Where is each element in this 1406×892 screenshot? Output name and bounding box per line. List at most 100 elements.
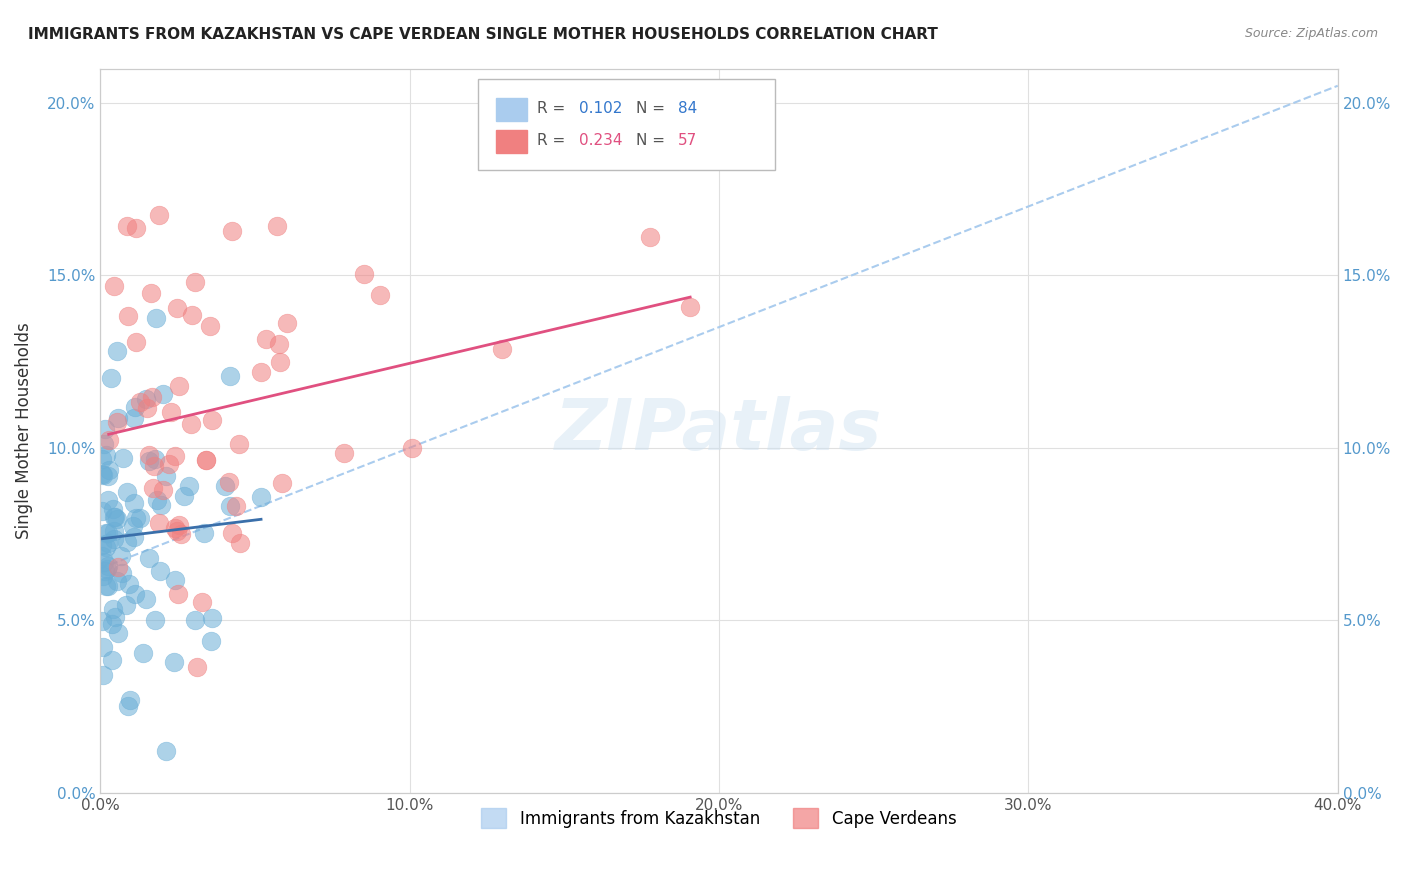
Text: 0.102: 0.102 — [579, 101, 623, 116]
Point — [143, 452, 166, 467]
Point — [107, 410, 129, 425]
Point — [94, 579, 117, 593]
Point — [194, 452, 217, 467]
Point — [129, 395, 152, 409]
Point — [155, 744, 177, 758]
Point — [97, 526, 120, 541]
Point — [122, 519, 145, 533]
Point — [97, 579, 120, 593]
Text: 84: 84 — [678, 101, 697, 116]
Point — [250, 365, 273, 379]
Point — [333, 446, 356, 460]
Text: 0.234: 0.234 — [579, 133, 623, 148]
Point — [101, 653, 124, 667]
Point — [159, 405, 181, 419]
Point — [90, 538, 112, 552]
Point — [91, 640, 114, 655]
Point — [276, 317, 298, 331]
Point — [152, 483, 174, 497]
Point — [105, 512, 128, 526]
Point — [200, 634, 222, 648]
Point — [368, 287, 391, 301]
Point — [254, 332, 277, 346]
Point — [90, 614, 112, 628]
Point — [107, 626, 129, 640]
Point — [138, 551, 160, 566]
Point — [104, 509, 127, 524]
Point — [679, 301, 702, 315]
Point — [93, 436, 115, 450]
Point — [115, 219, 138, 234]
Point — [225, 499, 247, 513]
Point — [125, 511, 148, 525]
Point — [638, 229, 661, 244]
Text: N =: N = — [636, 133, 669, 148]
Point — [114, 598, 136, 612]
Point — [90, 452, 112, 467]
Point — [267, 336, 290, 351]
Point — [90, 549, 112, 563]
Point — [139, 286, 162, 301]
FancyBboxPatch shape — [496, 130, 527, 153]
Point — [173, 489, 195, 503]
Point — [104, 610, 127, 624]
Point — [218, 499, 240, 513]
Point — [184, 276, 207, 290]
Point — [132, 647, 155, 661]
Point — [266, 219, 288, 233]
Point — [105, 574, 128, 589]
Point — [155, 469, 177, 483]
Point — [159, 457, 181, 471]
Point — [163, 573, 186, 587]
Point — [191, 595, 214, 609]
Point — [271, 475, 294, 490]
Point — [117, 309, 139, 323]
Point — [218, 475, 240, 489]
Point — [184, 613, 207, 627]
Point — [148, 208, 170, 222]
Point — [166, 301, 188, 316]
Point — [163, 655, 186, 669]
Point — [166, 587, 188, 601]
Point — [143, 458, 166, 473]
Point — [97, 433, 120, 447]
Point — [169, 518, 191, 533]
Point — [125, 334, 148, 349]
Point — [91, 568, 114, 582]
Point — [201, 412, 224, 426]
Point — [250, 490, 273, 504]
Point — [179, 479, 201, 493]
Point — [94, 564, 117, 578]
Point — [152, 387, 174, 401]
Point — [167, 379, 190, 393]
Point — [163, 521, 186, 535]
Point — [117, 535, 139, 549]
Point — [141, 390, 163, 404]
Point — [491, 342, 513, 356]
Point — [146, 493, 169, 508]
Point — [97, 469, 120, 483]
Point — [401, 441, 423, 455]
Point — [198, 319, 221, 334]
Point — [107, 560, 129, 574]
Text: R =: R = — [537, 133, 571, 148]
Legend: Immigrants from Kazakhstan, Cape Verdeans: Immigrants from Kazakhstan, Cape Verdean… — [475, 801, 963, 835]
Point — [101, 617, 124, 632]
Point — [186, 659, 208, 673]
Point — [219, 369, 242, 384]
Point — [169, 527, 191, 541]
Point — [96, 540, 118, 554]
Point — [142, 481, 165, 495]
Text: ZIPatlas: ZIPatlas — [555, 396, 883, 465]
Text: R =: R = — [537, 101, 571, 116]
Point — [136, 401, 159, 416]
Point — [194, 453, 217, 467]
Point — [201, 610, 224, 624]
Point — [101, 501, 124, 516]
Point — [165, 449, 187, 463]
Point — [145, 310, 167, 325]
Point — [93, 422, 115, 436]
Point — [148, 516, 170, 531]
Point — [193, 526, 215, 541]
Point — [97, 536, 120, 550]
